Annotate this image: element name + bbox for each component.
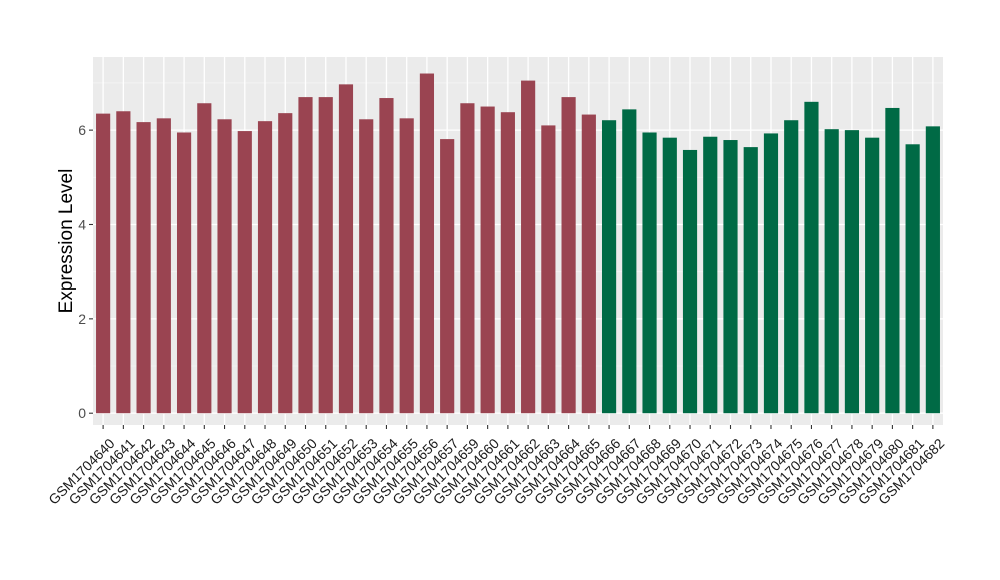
bar-GSM1704653 (359, 119, 374, 414)
bar-GSM1704662 (521, 80, 536, 414)
bar-GSM1704667 (622, 109, 637, 414)
bar-GSM1704648 (257, 121, 273, 414)
bar-GSM1704657 (440, 139, 455, 414)
bar-GSM1704655 (399, 118, 414, 414)
bar-GSM1704674 (763, 133, 779, 414)
bar-GSM1704656 (419, 73, 435, 414)
bar-GSM1704681 (905, 144, 920, 414)
bar-GSM1704654 (379, 98, 394, 414)
bar-GSM1704664 (561, 97, 576, 414)
bar-GSM1704673 (743, 147, 758, 414)
bar-GSM1704643 (156, 118, 171, 414)
bar-GSM1704642 (136, 122, 151, 414)
bar-GSM1704640 (96, 113, 111, 414)
bar-GSM1704680 (885, 107, 900, 414)
bar-GSM1704677 (824, 129, 839, 414)
bar-GSM1704678 (844, 130, 860, 414)
bar-GSM1704671 (703, 136, 718, 414)
y-tick-label: 6 (78, 122, 86, 138)
bar-GSM1704651 (318, 97, 333, 414)
bar-GSM1704660 (480, 106, 495, 414)
bar-GSM1704665 (581, 114, 596, 414)
bars (96, 73, 940, 414)
y-axis: 0 2 4 6 (78, 122, 93, 421)
bar-GSM1704641 (116, 111, 131, 414)
y-tick-label: 0 (78, 405, 86, 421)
plot-panel (93, 57, 943, 425)
bar-GSM1704649 (278, 113, 293, 414)
bar-GSM1704644 (176, 132, 192, 414)
bar-GSM1704682 (925, 126, 940, 414)
bar-GSM1704663 (541, 125, 556, 414)
bar-GSM1704659 (460, 103, 475, 414)
y-tick-label: 2 (78, 311, 86, 327)
bar-GSM1704676 (804, 101, 819, 414)
bar-GSM1704668 (642, 132, 657, 414)
bar-GSM1704679 (865, 137, 880, 414)
bar-GSM1704661 (500, 112, 515, 414)
y-axis-title: Expression Level (56, 169, 77, 314)
bar-GSM1704647 (237, 131, 252, 414)
bar-GSM1704672 (723, 140, 738, 414)
bar-GSM1704669 (662, 137, 677, 414)
bar-GSM1704645 (197, 103, 212, 414)
y-tick-label: 4 (78, 216, 86, 232)
bar-GSM1704652 (338, 84, 354, 414)
bar-GSM1704675 (784, 120, 799, 414)
x-axis: GSM1704640GSM1704641GSM1704642GSM1704643… (45, 425, 948, 508)
bar-GSM1704670 (682, 149, 698, 414)
bar-GSM1704666 (601, 120, 617, 414)
bar-GSM1704650 (298, 97, 313, 414)
bar-GSM1704646 (217, 119, 232, 414)
